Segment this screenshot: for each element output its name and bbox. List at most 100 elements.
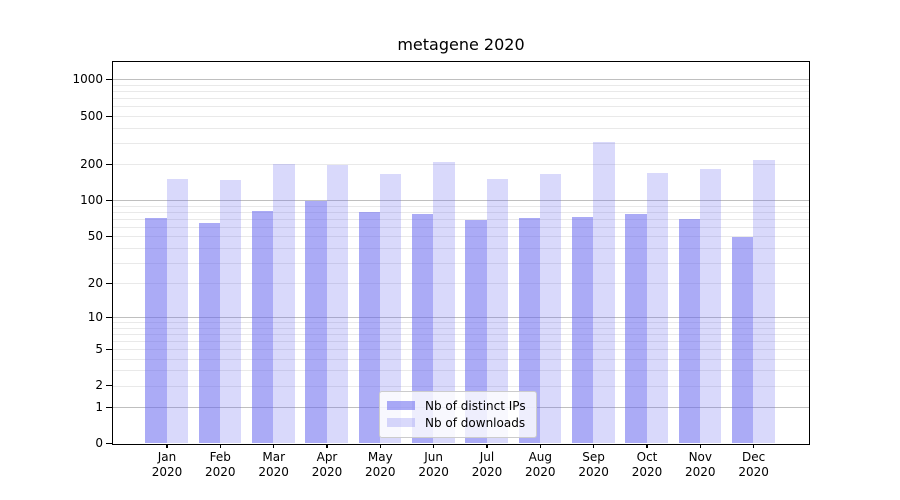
x-tick-mark-jun	[433, 443, 435, 449]
gridlines-layer	[113, 62, 809, 444]
chart-title: metagene 2020	[397, 35, 525, 54]
gridline-major-1000	[113, 79, 809, 81]
legend-item-distinct-ips: Nb of distinct IPs	[387, 397, 526, 414]
y-tick-label-1000: 1000	[72, 72, 103, 87]
gridline-minor-5	[113, 349, 809, 350]
y-tick-mark-200	[106, 163, 114, 165]
legend-label-downloads: Nb of downloads	[425, 415, 526, 430]
x-tick-year: 2020	[151, 465, 183, 479]
x-tick-month: May	[367, 450, 393, 464]
x-tick-label-mar: Mar 2020	[244, 450, 304, 480]
y-tick-mark-1000	[106, 79, 114, 81]
x-tick-year: 2020	[631, 465, 663, 479]
y-tick-label-100: 100	[80, 193, 103, 208]
gridline-minor-900	[113, 85, 809, 86]
x-tick-label-dec: Dec 2020	[724, 450, 784, 480]
x-tick-label-apr: Apr 2020	[297, 450, 357, 480]
bar-apr-downloads	[326, 165, 348, 444]
bars-layer	[113, 62, 809, 444]
bar-jul-downloads	[486, 179, 508, 444]
gridline-minor-30	[113, 262, 809, 264]
x-tick-label-oct: Oct 2020	[617, 450, 677, 480]
bar-jun-distinct-ips	[412, 213, 434, 444]
gridline-minor-8	[113, 327, 809, 329]
gridline-minor-600	[113, 106, 809, 108]
x-tick-mark-apr	[326, 443, 328, 449]
bar-feb-downloads	[220, 180, 242, 444]
x-tick-month: Nov	[688, 450, 712, 464]
bar-apr-distinct-ips	[305, 200, 327, 444]
x-tick-year: 2020	[365, 465, 396, 479]
gridline-minor-4	[113, 358, 809, 360]
y-tick-label-50: 50	[87, 229, 103, 244]
x-tick-label-jun: Jun 2020	[404, 450, 464, 480]
bar-jun-downloads	[433, 161, 455, 444]
x-tick-month: Oct	[636, 450, 658, 464]
x-tick-month: Jan	[157, 450, 177, 464]
gridline-minor-90	[113, 205, 809, 207]
bar-mar-distinct-ips	[252, 210, 274, 444]
x-tick-year: 2020	[738, 465, 769, 479]
x-tick-label-nov: Nov 2020	[670, 450, 730, 480]
x-tick-mark-aug	[539, 443, 541, 449]
bar-aug-distinct-ips	[518, 218, 540, 444]
gridline-minor-70	[113, 218, 809, 220]
x-tick-mark-sep	[593, 443, 595, 449]
gridline-minor-300	[113, 142, 809, 144]
x-tick-year: 2020	[311, 465, 343, 479]
x-tick-year: 2020	[685, 465, 716, 479]
gridline-minor-40	[113, 247, 809, 249]
y-tick-mark-100	[106, 200, 114, 202]
x-tick-year: 2020	[471, 465, 503, 479]
gridline-minor-6	[113, 340, 809, 342]
x-tick-month: Jun	[424, 450, 443, 464]
x-tick-month: Feb	[209, 450, 231, 464]
gridline-minor-500	[113, 115, 809, 117]
bar-jul-distinct-ips	[465, 220, 487, 444]
plot-area	[112, 61, 810, 445]
bar-sep-distinct-ips	[572, 216, 594, 444]
x-tick-mark-oct	[646, 443, 648, 449]
x-tick-month: Aug	[528, 450, 553, 464]
y-tick-mark-1	[106, 406, 114, 408]
x-tick-mark-feb	[219, 443, 221, 449]
x-tick-mark-jan	[166, 443, 168, 449]
gridline-minor-50	[113, 236, 809, 238]
x-tick-month: Sep	[582, 450, 605, 464]
y-tick-label-1: 1	[95, 399, 103, 414]
x-tick-label-may: May 2020	[350, 450, 410, 480]
legend-swatch-downloads	[387, 418, 415, 427]
bar-feb-distinct-ips	[198, 222, 220, 444]
x-tick-year: 2020	[205, 465, 236, 479]
x-tick-year: 2020	[578, 465, 609, 479]
x-tick-label-sep: Sep 2020	[564, 450, 624, 480]
gridline-minor-800	[113, 91, 809, 93]
gridline-minor-20	[113, 283, 809, 284]
y-tick-mark-2	[106, 385, 114, 387]
gridline-minor-9	[113, 322, 809, 324]
x-tick-month: Apr	[316, 450, 338, 464]
gridline-major-10	[113, 317, 809, 319]
bar-may-downloads	[380, 174, 402, 444]
y-tick-mark-500	[106, 115, 114, 117]
gridline-minor-80	[113, 211, 809, 213]
x-tick-mark-jul	[486, 443, 488, 449]
y-tick-mark-10	[106, 316, 114, 319]
x-tick-label-feb: Feb 2020	[190, 450, 250, 480]
gridline-minor-700	[113, 98, 809, 100]
x-tick-month: Jul	[479, 450, 495, 464]
legend: Nb of distinct IPs Nb of downloads	[379, 391, 537, 438]
y-tick-mark-5	[106, 348, 114, 350]
y-tick-label-20: 20	[87, 275, 103, 290]
legend-label-distinct-ips: Nb of distinct IPs	[425, 398, 526, 413]
gridline-minor-400	[113, 127, 809, 129]
bar-dec-distinct-ips	[732, 237, 754, 444]
x-tick-mark-dec	[753, 443, 755, 449]
y-tick-mark-0	[106, 443, 114, 445]
y-tick-label-200: 200	[80, 156, 103, 171]
x-tick-year: 2020	[418, 465, 449, 479]
bar-sep-downloads	[593, 142, 615, 444]
bar-jan-downloads	[166, 179, 188, 444]
gridline-major-100	[113, 200, 809, 202]
